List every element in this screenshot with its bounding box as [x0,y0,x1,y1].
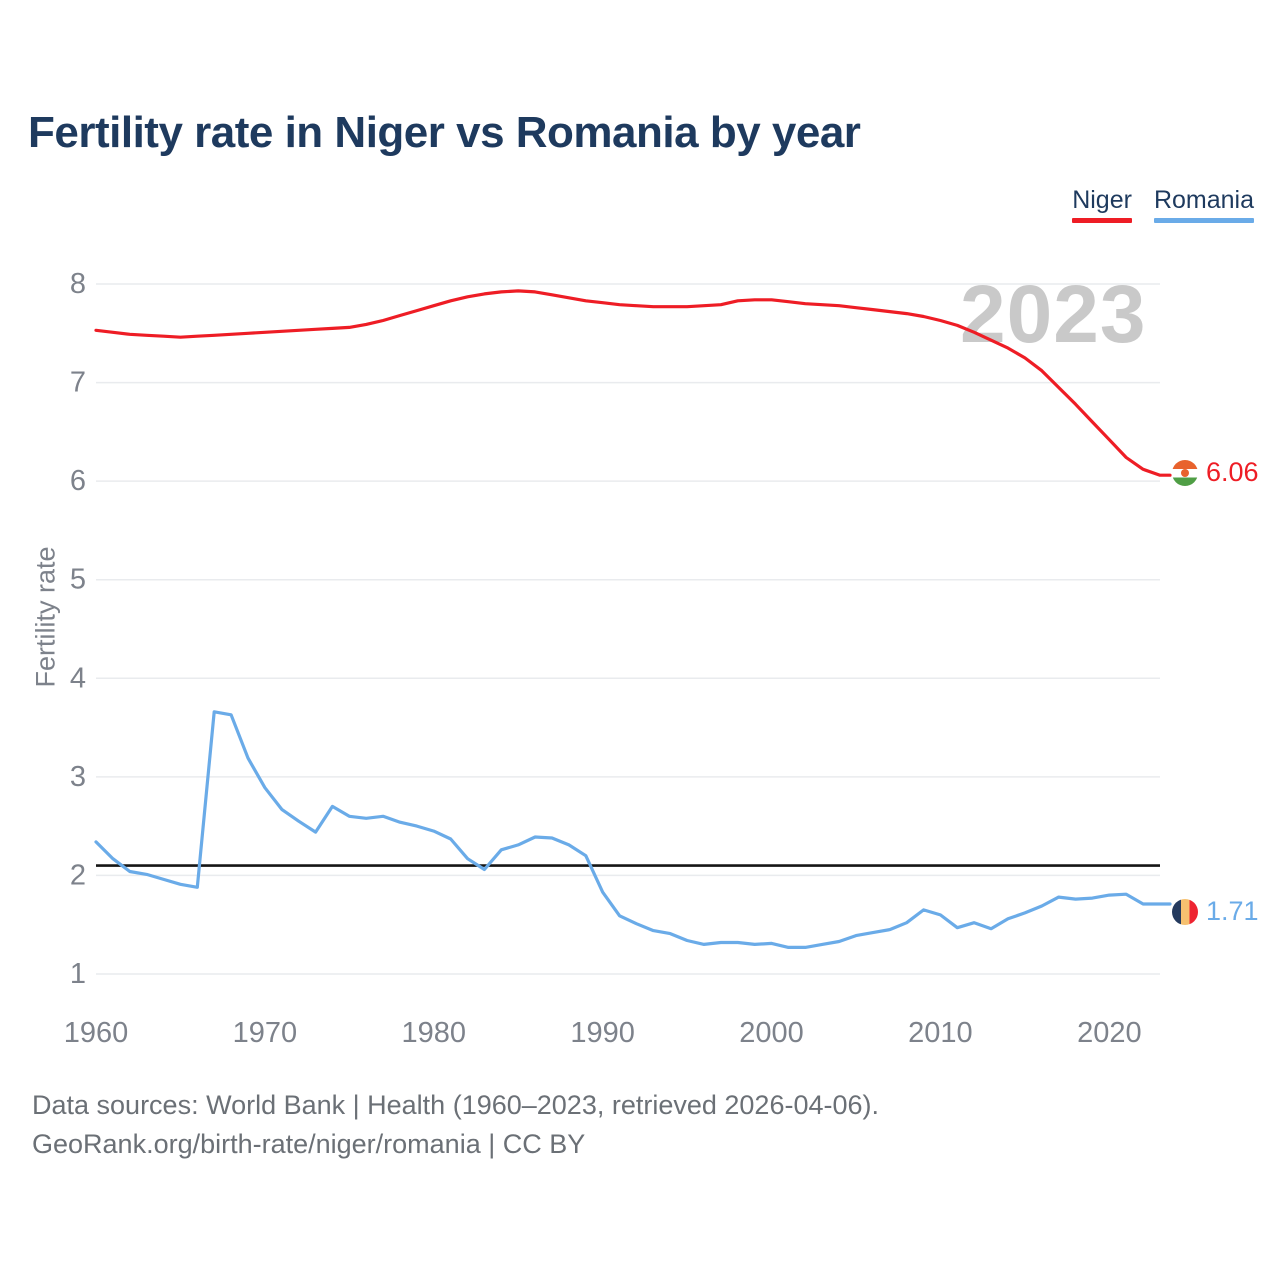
romania-end-label: 1.71 [1172,896,1259,927]
x-tick-2020: 2020 [1077,1017,1142,1049]
y-tick-7: 7 [70,367,86,399]
niger-end-value: 6.06 [1206,457,1259,487]
y-tick-2: 2 [70,859,86,891]
y-tick-1: 1 [70,958,86,990]
legend-label-niger: Niger [1072,186,1132,214]
niger-flag-icon [1172,459,1198,486]
footer: Data sources: World Bank | Health (1960–… [32,1086,879,1164]
romania-end-value: 1.71 [1206,896,1259,926]
romania-flag-icon [1172,898,1198,925]
x-tick-1990: 1990 [570,1017,635,1049]
x-tick-1980: 1980 [402,1017,467,1049]
legend-label-romania: Romania [1153,186,1254,214]
x-tick-2000: 2000 [739,1017,804,1049]
y-tick-4: 4 [70,662,86,694]
romania-line [94,710,1172,950]
x-tick-2010: 2010 [908,1017,973,1049]
y-tick-8: 8 [70,268,86,300]
footer-sources: Data sources: World Bank | Health (1960–… [32,1090,879,1120]
y-tick-5: 5 [70,564,86,596]
legend: Niger Romania [1072,186,1254,223]
legend-item-romania[interactable]: Romania [1153,186,1254,223]
legend-swatch-romania [1153,218,1254,223]
legend-swatch-niger [1072,218,1132,223]
legend-item-niger[interactable]: Niger [1072,186,1132,223]
x-tick-1970: 1970 [233,1017,298,1049]
niger-line [94,289,1172,477]
chart-title: Fertility rate in Niger vs Romania by ye… [28,108,861,157]
y-tick-3: 3 [70,761,86,793]
x-tick-1960: 1960 [64,1017,129,1049]
y-tick-6: 6 [70,465,86,497]
niger-flag-dot [1181,468,1189,477]
footer-link: GeoRank.org/birth-rate/niger/romania | C… [32,1129,586,1159]
niger-end-label: 6.06 [1172,457,1259,488]
